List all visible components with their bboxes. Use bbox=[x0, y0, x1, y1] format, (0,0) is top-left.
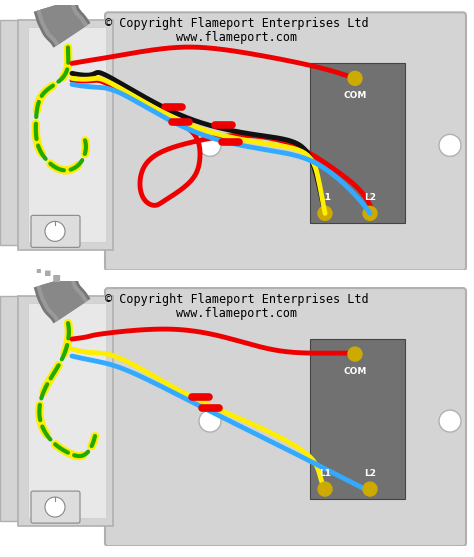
FancyBboxPatch shape bbox=[31, 491, 80, 523]
Circle shape bbox=[363, 206, 377, 221]
Circle shape bbox=[45, 497, 65, 517]
FancyBboxPatch shape bbox=[310, 339, 405, 499]
Text: www.flameport.com: www.flameport.com bbox=[176, 31, 298, 45]
Circle shape bbox=[348, 347, 362, 361]
Circle shape bbox=[318, 482, 332, 496]
FancyBboxPatch shape bbox=[31, 216, 80, 247]
Circle shape bbox=[348, 71, 362, 85]
Text: COM: COM bbox=[343, 367, 367, 375]
Circle shape bbox=[439, 134, 461, 157]
Circle shape bbox=[45, 221, 65, 241]
Text: © Copyright Flameport Enterprises Ltd: © Copyright Flameport Enterprises Ltd bbox=[105, 17, 369, 31]
FancyBboxPatch shape bbox=[28, 27, 106, 242]
FancyBboxPatch shape bbox=[18, 296, 113, 526]
Circle shape bbox=[318, 206, 332, 221]
Text: ▪: ▪ bbox=[52, 270, 62, 284]
Circle shape bbox=[199, 134, 221, 157]
Text: ▪: ▪ bbox=[44, 268, 51, 278]
Circle shape bbox=[439, 410, 461, 432]
FancyBboxPatch shape bbox=[105, 12, 466, 270]
Text: COM: COM bbox=[343, 91, 367, 100]
FancyBboxPatch shape bbox=[0, 21, 20, 245]
Circle shape bbox=[363, 482, 377, 496]
Text: L2: L2 bbox=[364, 468, 376, 477]
Circle shape bbox=[199, 410, 221, 432]
FancyBboxPatch shape bbox=[18, 21, 113, 250]
FancyBboxPatch shape bbox=[310, 63, 405, 223]
FancyBboxPatch shape bbox=[28, 303, 106, 518]
Text: L2: L2 bbox=[364, 193, 376, 202]
Text: L1: L1 bbox=[319, 468, 331, 477]
Text: www.flameport.com: www.flameport.com bbox=[176, 307, 298, 320]
FancyBboxPatch shape bbox=[105, 288, 466, 546]
Text: © Copyright Flameport Enterprises Ltd: © Copyright Flameport Enterprises Ltd bbox=[105, 293, 369, 306]
Text: ▪: ▪ bbox=[35, 265, 41, 274]
FancyBboxPatch shape bbox=[0, 296, 20, 521]
Text: L1: L1 bbox=[319, 193, 331, 202]
